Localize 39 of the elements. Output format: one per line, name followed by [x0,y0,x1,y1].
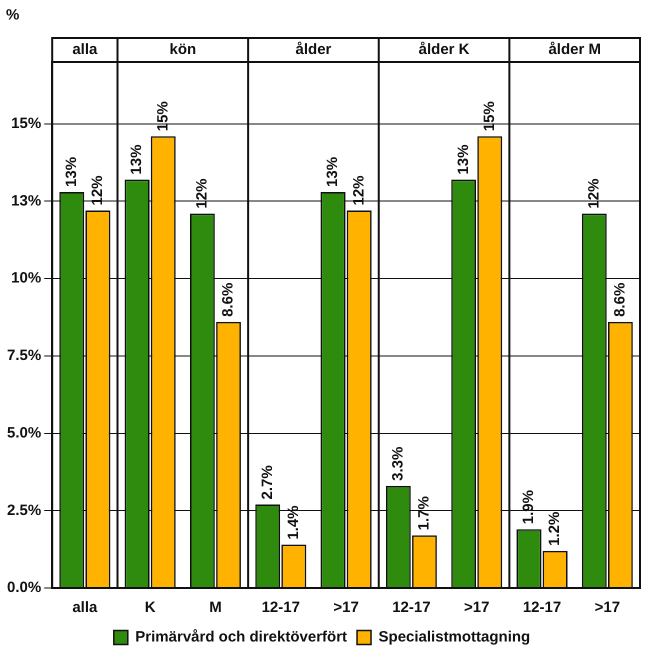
data-label: 15% [154,101,172,132]
x-tick-label: alla [72,599,98,616]
y-tick-label: 0.0% [6,579,42,596]
data-label: 13% [324,156,342,187]
x-tick-label: >17 [464,599,490,616]
x-tick-label: M [209,599,222,616]
y-tick-label: 7.5% [6,347,42,364]
text: ålder [296,41,332,58]
data-label: 1.2% [546,512,564,546]
y-axis-title: % [6,6,20,24]
data-label: 13% [62,156,80,187]
x-tick-label: 12-17 [392,599,431,616]
text: ålder M [548,41,601,58]
text: ålder K [418,41,470,58]
legend-label: Primärvård och direktöverfört [135,628,348,646]
x-tick-label: >17 [594,599,620,616]
y-tick-label: 5.0% [6,424,42,442]
data-label: 8.6% [612,282,629,317]
x-tick-label: K [144,599,156,616]
y-tick-label: 2.5% [6,502,42,519]
x-tick-label: 12-17 [522,599,562,616]
y-tick-label: 13% [11,192,42,210]
x-tick-label: 12-17 [262,599,300,616]
data-label: 13% [454,144,472,175]
text: kön [169,41,196,58]
data-label: 13% [128,144,146,175]
text: alla [72,41,98,58]
y-tick-label: 15% [11,115,42,132]
data-label: 1.7% [416,496,433,530]
data-label: 12% [194,178,211,209]
data-label: 1.9% [520,490,538,524]
x-tick-label: >17 [333,599,359,616]
data-label: 15% [480,101,498,132]
data-label: 8.6% [220,282,237,317]
data-label: 3.3% [389,446,406,481]
legend-label: Specialistmottagning [378,628,530,646]
y-tick-label: 10% [11,270,42,287]
data-label: 12% [585,178,602,209]
data-label: 2.7% [258,465,276,500]
